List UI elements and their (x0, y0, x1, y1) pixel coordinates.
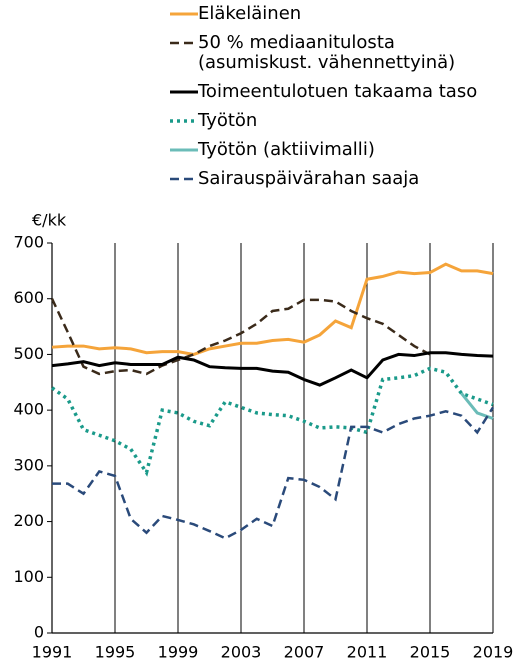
y-tick-label: 0 (34, 623, 44, 642)
legend-item: Työtön (aktiivimalli) (168, 140, 488, 160)
series-line (52, 406, 495, 540)
series-line (460, 392, 494, 420)
series-line (50, 366, 494, 477)
legend-item: Toimeentulotuen takaama taso (168, 82, 488, 102)
legend-item: Sairauspäivärahan saaja (168, 169, 488, 189)
legend-swatch (170, 119, 198, 123)
legend-label: Sairauspäivärahan saaja (198, 168, 420, 189)
y-axis-label: €/kk (32, 211, 67, 230)
x-tick-label: 2007 (284, 643, 325, 662)
legend-swatch (170, 177, 198, 181)
y-tick-label: 600 (13, 288, 44, 307)
series-line (51, 262, 494, 356)
y-tick-label: 100 (13, 567, 44, 586)
legend-item: Eläkeläinen (168, 4, 488, 24)
x-tick-label: 1995 (95, 643, 136, 662)
legend-item: Työtön (168, 111, 488, 131)
legend-label: Eläkeläinen (198, 3, 302, 24)
x-tick-label: 1991 (32, 643, 73, 662)
y-tick-label: 700 (13, 233, 44, 252)
legend-swatch (170, 148, 198, 152)
legend-label: 50 % mediaanitulosta (asumiskust. vähenn… (198, 32, 456, 73)
series-line (51, 351, 494, 387)
legend-label: Työtön (198, 110, 258, 131)
x-tick-label: 2015 (410, 643, 451, 662)
x-tick-label: 1999 (158, 643, 199, 662)
y-tick-label: 300 (13, 455, 44, 474)
legend-swatch (170, 90, 198, 94)
legend: Eläkeläinen 50 % mediaanitulosta (asumisk… (168, 4, 488, 198)
y-tick-label: 500 (13, 344, 44, 363)
x-tick-label: 2019 (473, 643, 514, 662)
y-tick-label: 200 (13, 511, 44, 530)
x-tick-label: 2003 (221, 643, 262, 662)
legend-label: Toimeentulotuen takaama taso (198, 81, 478, 102)
x-tick-label: 2011 (347, 643, 388, 662)
legend-swatch (170, 12, 198, 16)
legend-swatch (170, 41, 198, 45)
y-tick-label: 400 (13, 400, 44, 419)
series-line (50, 298, 431, 376)
legend-label: Työtön (aktiivimalli) (198, 139, 375, 160)
legend-item: 50 % mediaanitulosta (asumiskust. vähenn… (168, 33, 488, 73)
